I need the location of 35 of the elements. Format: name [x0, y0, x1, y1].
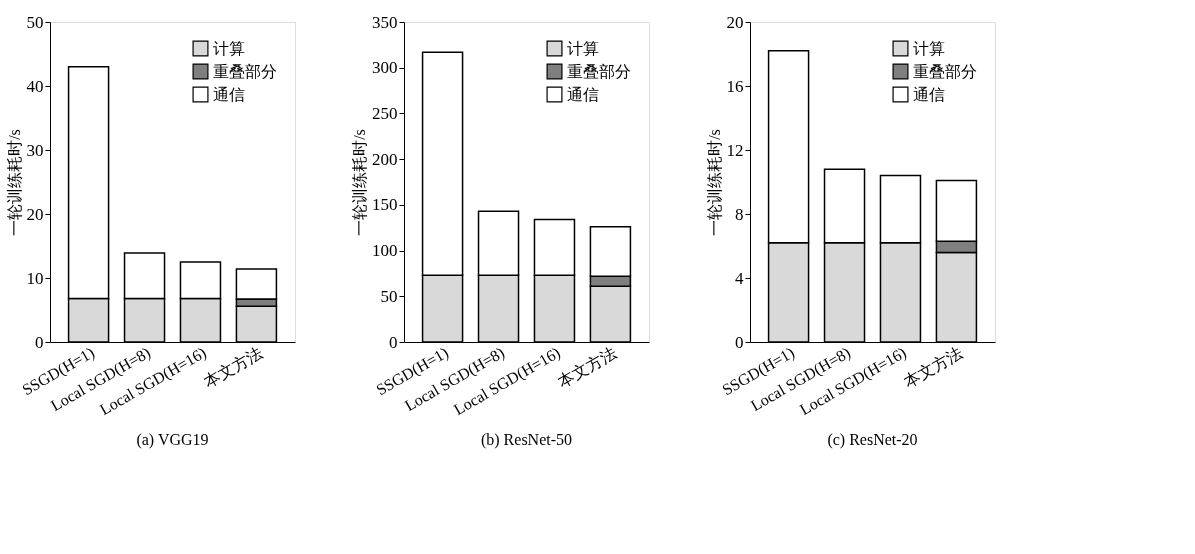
- legend-label: 计算: [213, 39, 245, 57]
- legend-label: 通信: [567, 85, 599, 103]
- y-tick-label: 0: [735, 332, 744, 352]
- y-tick-label: 20: [726, 12, 744, 32]
- y-tick-label: 20: [26, 204, 44, 224]
- y-tick-label: 100: [372, 241, 398, 261]
- legend-label: 通信: [913, 85, 945, 103]
- y-tick-label: 12: [726, 140, 744, 160]
- legend-label: 通信: [213, 85, 245, 103]
- y-tick-label: 30: [26, 140, 44, 160]
- y-tick-label: 16: [726, 76, 744, 96]
- y-tick-label: 200: [372, 149, 398, 169]
- y-tick-label: 350: [372, 12, 398, 32]
- legend-label: 重叠部分: [567, 62, 631, 80]
- legend-label: 计算: [567, 39, 599, 57]
- text: (c) ResNet-20: [827, 430, 918, 449]
- y-tick-label: 40: [26, 76, 44, 96]
- y-tick-label: 250: [372, 103, 398, 123]
- y-tick-label: 300: [372, 58, 398, 78]
- legend-label: 重叠部分: [913, 62, 977, 80]
- text: (b) ResNet-50: [480, 430, 573, 449]
- y-axis-title: 一轮训练耗时/s: [351, 129, 368, 236]
- y-tick-label: 10: [26, 268, 44, 288]
- y-tick-label: 4: [735, 268, 744, 288]
- y-tick-label: 0: [389, 332, 398, 352]
- y-axis-title: 一轮训练耗时/s: [705, 129, 723, 236]
- y-axis-title: 一轮训练耗时/s: [5, 129, 23, 236]
- legend-label: 重叠部分: [213, 62, 277, 80]
- legend-label: 计算: [913, 39, 945, 57]
- y-tick-label: 8: [735, 204, 744, 224]
- y-tick-label: 0: [35, 332, 44, 352]
- y-tick-label: 50: [380, 286, 398, 306]
- y-tick-label: 50: [26, 12, 44, 32]
- y-tick-label: 150: [372, 195, 398, 215]
- text: (a) VGG19: [136, 430, 209, 449]
